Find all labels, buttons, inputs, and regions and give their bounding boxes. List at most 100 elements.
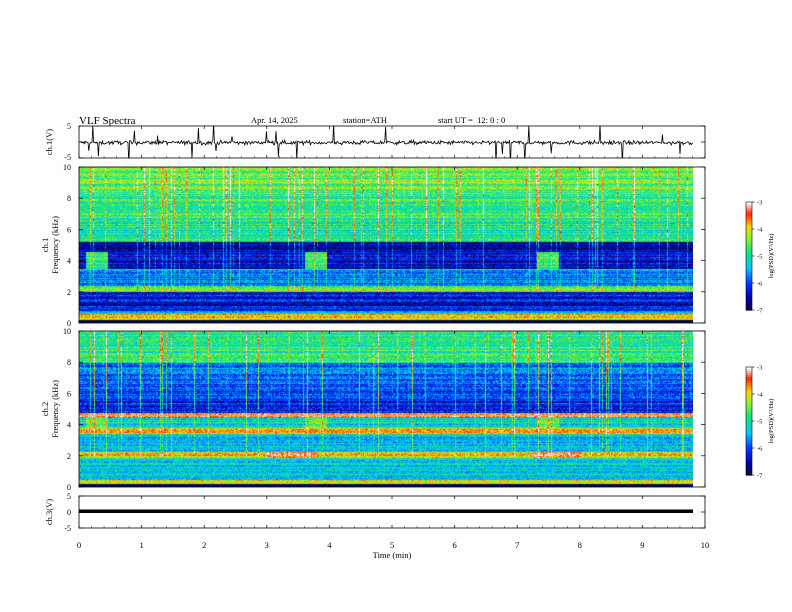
colorbar-segment bbox=[746, 411, 752, 414]
colorbar-segment bbox=[746, 212, 752, 215]
colorbar-segment bbox=[746, 250, 752, 253]
xtick-label: 7 bbox=[515, 540, 519, 550]
colorbar-segment bbox=[746, 242, 752, 245]
colorbar-segment bbox=[746, 222, 752, 225]
colorbar-segment bbox=[746, 439, 752, 442]
colorbar-segment bbox=[746, 258, 752, 261]
colorbar-segment bbox=[746, 425, 752, 428]
ch1-ytick-top: 5 bbox=[67, 122, 71, 131]
colorbar-segment bbox=[746, 407, 752, 410]
ch1-spectrogram-ylabel-line2: Frequency (kHz) bbox=[50, 216, 60, 274]
colorbar-segment bbox=[746, 385, 752, 388]
colorbar-tick-label: -3 bbox=[757, 365, 762, 372]
colorbar-tick-label: -7 bbox=[757, 308, 763, 315]
colorbar-segment bbox=[746, 447, 752, 450]
colorbar-segment bbox=[746, 278, 752, 281]
ch3-waveform-ylabel: ch.3(V) bbox=[44, 499, 54, 525]
colorbar-segment bbox=[746, 457, 752, 460]
colorbar-tick-label: -4 bbox=[757, 227, 763, 234]
colorbar-segment bbox=[746, 443, 752, 446]
colorbar-segment bbox=[746, 274, 752, 277]
colorbar-segment bbox=[746, 427, 752, 430]
colorbar-segment bbox=[746, 254, 752, 257]
colorbar-segment bbox=[746, 256, 752, 259]
colorbar-segment bbox=[746, 226, 752, 229]
ch2-colorbar: -3 -4 -5 -6 -7 log(PSD)(V²/Hz) bbox=[745, 365, 775, 480]
ch2-spectrogram-ylabel-line2: Frequency (kHz) bbox=[50, 380, 60, 438]
ytick-label: 6 bbox=[67, 389, 71, 398]
colorbar-segment bbox=[746, 216, 752, 219]
colorbar-segment bbox=[746, 373, 752, 376]
ytick-label: 4 bbox=[67, 257, 71, 266]
colorbar-segment bbox=[746, 397, 752, 400]
xtick-label: 4 bbox=[327, 540, 332, 550]
colorbar-tick-label: -4 bbox=[757, 392, 763, 399]
colorbar-segment bbox=[746, 202, 752, 205]
ch3-ytick-bottom: -5 bbox=[64, 524, 71, 533]
date-label: Apr. 14, 2025 bbox=[251, 115, 298, 125]
time-axis: 0 1 2 3 4 5 6 7 8 9 10 bbox=[77, 126, 709, 550]
colorbar-segment bbox=[746, 266, 752, 269]
colorbar-segment bbox=[746, 421, 752, 424]
colorbar-segment bbox=[746, 252, 752, 255]
colorbar-tick-label: -5 bbox=[757, 254, 762, 261]
ytick-label: 8 bbox=[67, 194, 71, 203]
colorbar-segment bbox=[746, 459, 752, 462]
ytick-label: 6 bbox=[67, 225, 71, 234]
ch1-waveform-panel: 5 -5 ch.1(V) bbox=[44, 122, 706, 162]
colorbar-segment bbox=[746, 371, 752, 374]
colorbar-segment bbox=[746, 268, 752, 271]
colorbar-tick-label: -5 bbox=[757, 419, 762, 426]
colorbar-segment bbox=[746, 471, 752, 474]
colorbar-segment bbox=[746, 465, 752, 468]
colorbar-segment bbox=[746, 445, 752, 448]
colorbar-segment bbox=[746, 210, 752, 213]
colorbar-segment bbox=[746, 290, 752, 293]
ytick-label: 2 bbox=[67, 452, 71, 461]
colorbar-segment bbox=[746, 284, 752, 287]
start-ut-label: start UT = 12: 0 : 0 bbox=[438, 115, 505, 125]
colorbar-segment bbox=[746, 234, 752, 237]
colorbar-segment bbox=[746, 218, 752, 221]
colorbar-segment bbox=[746, 391, 752, 394]
colorbar-segment bbox=[746, 272, 752, 275]
ytick-label: 0 bbox=[67, 483, 71, 492]
ch1-waveform-ylabel: ch.1(V) bbox=[44, 129, 54, 155]
colorbar-segment bbox=[746, 306, 752, 309]
ch1-spectrogram-image bbox=[79, 167, 693, 323]
ytick-label: 0 bbox=[67, 319, 71, 328]
colorbar-segment bbox=[746, 236, 752, 239]
colorbar-segment bbox=[746, 441, 752, 444]
ytick-label: 10 bbox=[63, 327, 71, 336]
colorbar-segment bbox=[746, 433, 752, 436]
colorbar-segment bbox=[746, 423, 752, 426]
xtick-label: 5 bbox=[390, 540, 394, 550]
colorbar-segment bbox=[746, 449, 752, 452]
xtick-label: 10 bbox=[701, 540, 710, 550]
colorbar-segment bbox=[746, 264, 752, 267]
colorbar-segment bbox=[746, 389, 752, 392]
colorbar-segment bbox=[746, 248, 752, 251]
colorbar-segment bbox=[746, 395, 752, 398]
colorbar-segment bbox=[746, 238, 752, 241]
colorbar-segment bbox=[746, 387, 752, 390]
xtick-label: 1 bbox=[139, 540, 143, 550]
colorbar-segment bbox=[746, 409, 752, 412]
ytick-label: 8 bbox=[67, 358, 71, 367]
colorbar-segment bbox=[746, 431, 752, 434]
colorbar-segment bbox=[746, 435, 752, 438]
xtick-label: 3 bbox=[265, 540, 269, 550]
colorbar-segment bbox=[746, 262, 752, 265]
colorbar-label: log(PSD)(V²/Hz) bbox=[768, 234, 775, 279]
colorbar-segment bbox=[746, 453, 752, 456]
colorbar-segment bbox=[746, 379, 752, 382]
colorbar-segment bbox=[746, 405, 752, 408]
colorbar-segment bbox=[746, 282, 752, 285]
colorbar-segment bbox=[746, 383, 752, 386]
colorbar-segment bbox=[746, 298, 752, 301]
colorbar-segment bbox=[746, 230, 752, 233]
xtick-label: 0 bbox=[77, 540, 81, 550]
colorbar-segment bbox=[746, 413, 752, 416]
colorbar-segment bbox=[746, 463, 752, 466]
